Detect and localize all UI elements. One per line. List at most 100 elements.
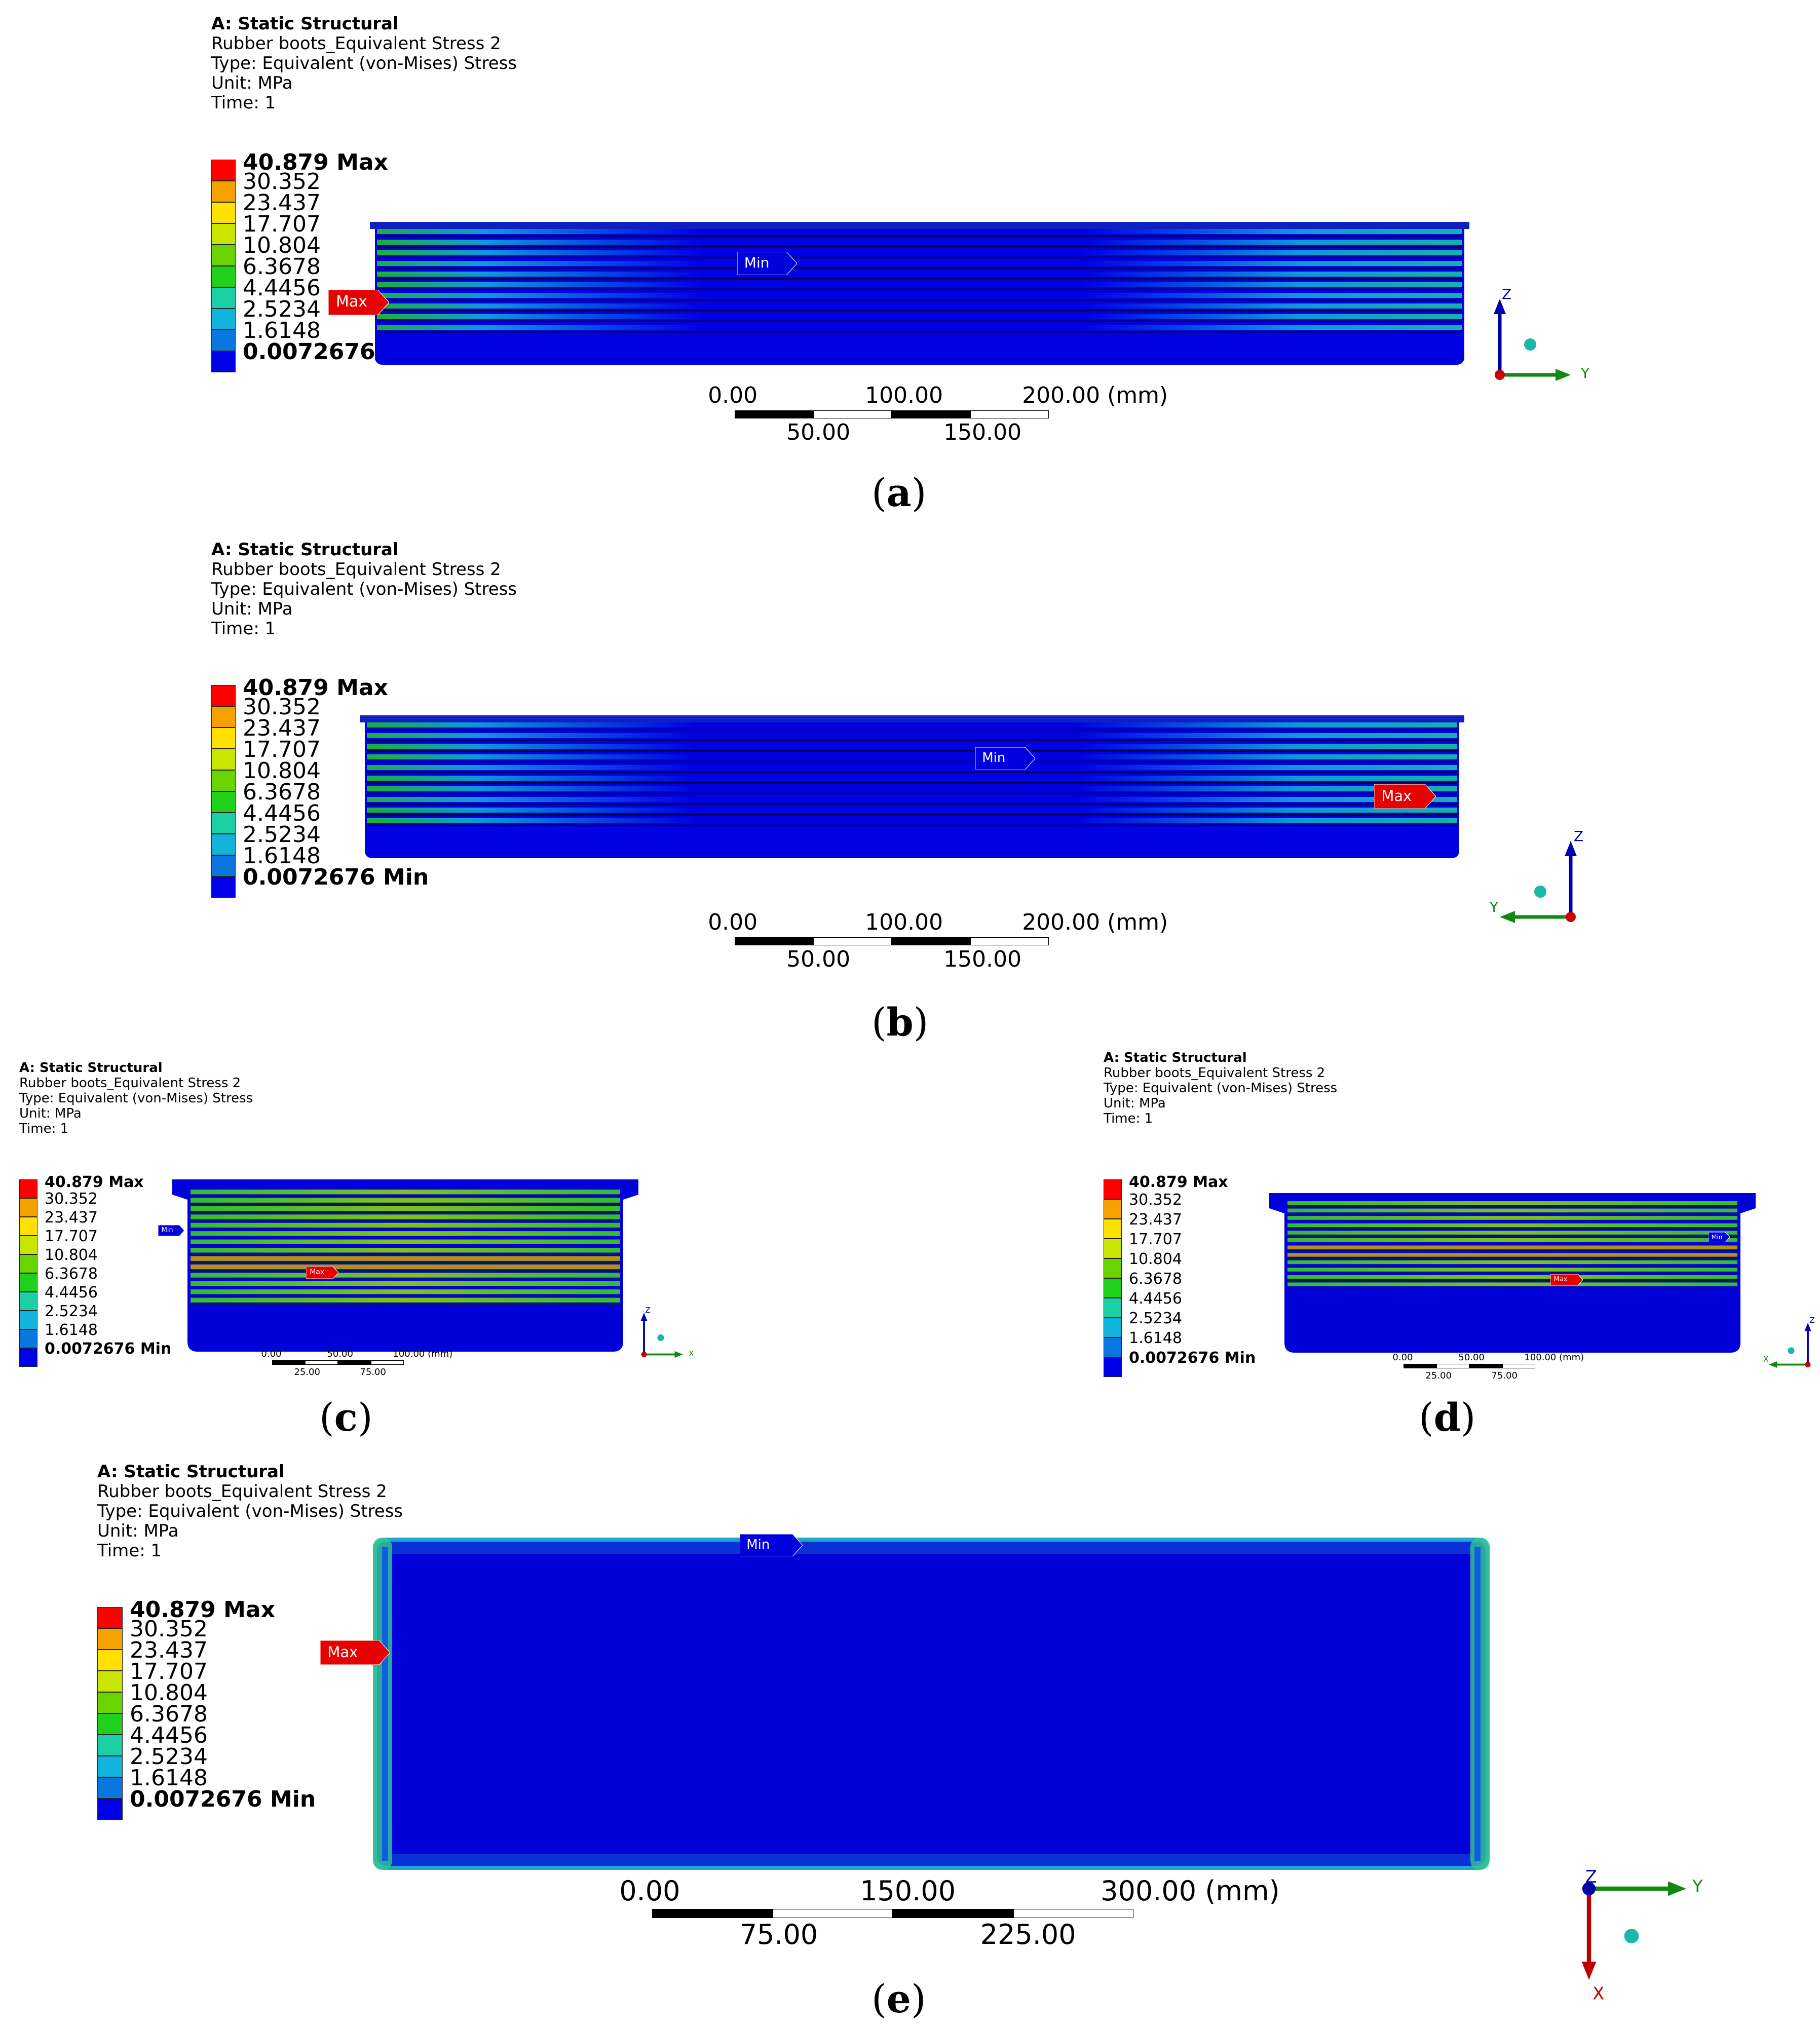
axis-triad: ZX bbox=[1763, 1317, 1815, 1368]
result-info-line: Rubber boots_Equivalent Stress 2 bbox=[1104, 1065, 1325, 1081]
max-probe-label: Max bbox=[310, 1268, 325, 1277]
legend-swatch bbox=[19, 1179, 37, 1198]
bellows-ridge bbox=[1287, 1275, 1737, 1279]
stress-contour-model bbox=[370, 222, 1469, 365]
scale-tick-label: 0.00 bbox=[1392, 1352, 1413, 1363]
legend-label: 40.879 Max bbox=[130, 1597, 275, 1623]
legend-label: 40.879 Max bbox=[243, 149, 388, 176]
axis-label: X bbox=[689, 1349, 694, 1358]
bellows-ridge bbox=[191, 1239, 620, 1244]
legend-swatch bbox=[97, 1777, 123, 1798]
scale-bar-segment bbox=[772, 1909, 893, 1918]
scale-tick-label: 25.00 bbox=[1425, 1370, 1452, 1381]
result-title: A: Static Structural bbox=[19, 1060, 163, 1076]
result-info-line: Rubber boots_Equivalent Stress 2 bbox=[97, 1481, 387, 1502]
bellows-ridge bbox=[1287, 1260, 1737, 1265]
scale-tick-label: 0.00 bbox=[261, 1349, 282, 1360]
stress-legend: 40.879 Max 30.352 23.437 17.707 10.804 6.3678… bbox=[97, 1599, 316, 1820]
legend-swatch bbox=[19, 1236, 37, 1254]
scale-bar bbox=[1404, 1364, 1535, 1368]
legend-label: 10.804 bbox=[1129, 1250, 1182, 1268]
stress-contour-model bbox=[1269, 1193, 1756, 1353]
axis-label: X bbox=[1592, 1983, 1604, 2003]
scale-bar-segment bbox=[1404, 1364, 1436, 1368]
legend-label: 1.6148 bbox=[243, 843, 321, 869]
bellows-ridge bbox=[367, 765, 1457, 770]
legend-label: 23.437 bbox=[243, 190, 321, 216]
result-header: A: Static Structural Rubber boots_Equival… bbox=[97, 1463, 403, 1562]
legend-label: 40.879 Max bbox=[243, 675, 388, 701]
axis-label: Y bbox=[1580, 365, 1590, 381]
legend-swatch bbox=[19, 1292, 37, 1311]
bellows-ridge bbox=[1287, 1231, 1737, 1235]
legend-label: 30.352 bbox=[130, 1616, 208, 1642]
bellows-ridge bbox=[377, 293, 1462, 298]
caption-letter: c bbox=[334, 1395, 358, 1440]
panel-caption: (e) bbox=[871, 1980, 926, 2018]
legend-label: 1.6148 bbox=[243, 318, 321, 344]
result-header: A: Static Structural Rubber boots_Equival… bbox=[1104, 1051, 1337, 1127]
panel-caption: (d) bbox=[1419, 1398, 1475, 1437]
scale-bar-segment bbox=[1469, 1364, 1502, 1368]
legend-label: 4.4456 bbox=[243, 800, 321, 827]
bellows-ridge bbox=[191, 1256, 620, 1261]
legend-label: 0.0072676 Min bbox=[130, 1786, 316, 1813]
caption-letter: d bbox=[1433, 1395, 1461, 1440]
scale-bar-segment bbox=[892, 410, 970, 418]
caption-paren-close: ) bbox=[911, 470, 927, 515]
legend-label: 0.0072676 Min bbox=[1129, 1349, 1256, 1367]
panel-caption: (c) bbox=[319, 1398, 373, 1437]
min-probe-label: Min bbox=[161, 1226, 173, 1234]
legend-label: 40.879 Max bbox=[45, 1173, 144, 1191]
legend-label: 17.707 bbox=[1129, 1230, 1182, 1248]
scale-tick-label: 100.00 (mm) bbox=[393, 1349, 453, 1360]
legend-swatch bbox=[211, 181, 236, 202]
caption-letter: a bbox=[886, 470, 912, 515]
scale-bar-segment bbox=[735, 410, 813, 418]
bellows-ridge bbox=[191, 1222, 620, 1228]
bellows-ridge bbox=[191, 1273, 620, 1278]
legend-label: 10.804 bbox=[243, 233, 321, 259]
legend-swatch bbox=[211, 770, 236, 791]
min-probe-label: Min bbox=[982, 750, 1006, 765]
scale-tick-label: 225.00 bbox=[980, 1919, 1076, 1950]
legend-swatch bbox=[97, 1692, 123, 1713]
bellows-ridge bbox=[1287, 1238, 1737, 1242]
scale-bar-segment bbox=[1436, 1364, 1469, 1368]
scale-tick-label: 0.00 bbox=[619, 1874, 680, 1907]
panel-caption: (a) bbox=[871, 474, 927, 512]
legend-label: 4.4456 bbox=[1129, 1289, 1182, 1308]
result-info-line: Unit: MPa bbox=[97, 1521, 179, 1541]
axis-label: Z bbox=[1574, 831, 1583, 845]
result-info-line: Time: 1 bbox=[211, 93, 276, 113]
legend-swatch bbox=[19, 1329, 37, 1348]
result-info-line: Type: Equivalent (von-Mises) Stress bbox=[211, 53, 517, 73]
legend-swatch bbox=[211, 309, 236, 330]
min-probe-label: Min bbox=[744, 254, 770, 272]
result-header: A: Static Structural Rubber boots_Equival… bbox=[19, 1061, 253, 1137]
bellows-ridge bbox=[1287, 1216, 1737, 1220]
legend-swatch bbox=[97, 1650, 123, 1671]
scale-tick-label: 200.00 (mm) bbox=[1022, 382, 1168, 409]
axis-label: Z bbox=[645, 1307, 651, 1315]
bellows-ridge bbox=[191, 1231, 620, 1236]
axis-label: Z bbox=[1809, 1317, 1815, 1325]
max-probe-label: Max bbox=[327, 1643, 358, 1661]
scale-tick-label: 100.00 (mm) bbox=[1524, 1352, 1584, 1363]
max-probe-label: Max bbox=[1381, 787, 1412, 805]
min-probe-label: Min bbox=[1712, 1233, 1723, 1241]
legend-swatch bbox=[211, 330, 236, 351]
bellows-ridge bbox=[377, 250, 1462, 255]
caption-paren-close: ) bbox=[357, 1395, 373, 1440]
scale-bar-segment bbox=[1502, 1364, 1535, 1368]
scale-tick-label: 50.00 bbox=[786, 946, 851, 972]
scale-bar-segment bbox=[272, 1360, 305, 1365]
scale-bar-segment bbox=[338, 1360, 371, 1365]
legend-label: 4.4456 bbox=[243, 275, 321, 301]
bellows-ridge bbox=[191, 1264, 620, 1270]
result-title: A: Static Structural bbox=[1104, 1050, 1247, 1065]
caption-letter: e bbox=[886, 1976, 912, 2021]
legend-swatch bbox=[19, 1273, 37, 1292]
legend-swatch bbox=[97, 1607, 123, 1628]
legend-label: 2.5234 bbox=[45, 1302, 98, 1320]
